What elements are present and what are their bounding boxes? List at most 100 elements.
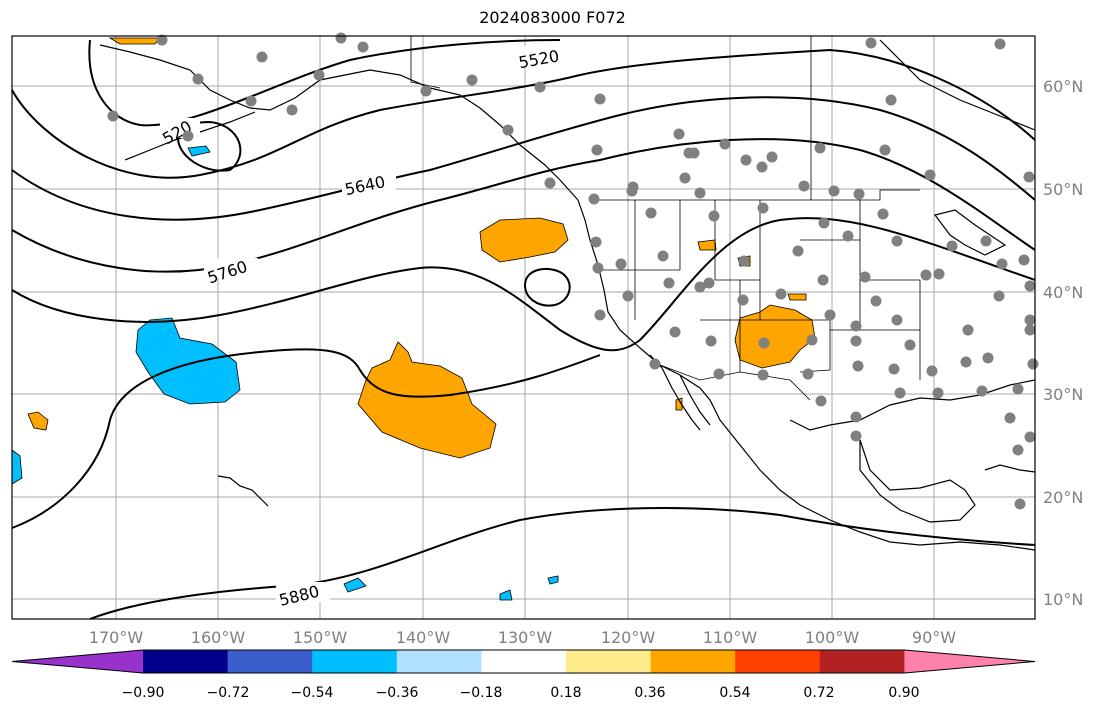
lon-label: 100°W <box>805 628 860 647</box>
station-dot <box>850 430 862 442</box>
lat-label: 40°N <box>1043 283 1083 302</box>
station-dot <box>703 277 715 289</box>
station-dot <box>679 172 691 184</box>
station-dot <box>852 360 864 372</box>
contour-line <box>11 96 1036 221</box>
station-dot <box>657 250 669 262</box>
colorbar-tick: −0.54 <box>291 685 334 701</box>
station-dot <box>870 295 882 307</box>
station-dot <box>879 144 891 156</box>
station-dot <box>946 240 958 252</box>
station-dot <box>865 37 877 49</box>
height-contours <box>11 39 1036 620</box>
station-dot <box>994 38 1006 50</box>
station-dot <box>818 217 830 229</box>
colorbar-segment <box>566 650 652 673</box>
negative-anomaly-region <box>343 577 367 593</box>
station-dot <box>663 277 675 289</box>
station-dot <box>256 51 268 63</box>
station-dot <box>888 363 900 375</box>
station-dot <box>894 387 906 399</box>
negative-anomaly-region <box>187 145 211 157</box>
station-dot <box>924 169 936 181</box>
station-dot <box>817 274 829 286</box>
lat-label: 10°N <box>1043 590 1083 609</box>
station-dot <box>1018 254 1030 266</box>
station-dot <box>245 95 257 107</box>
colorbar-tick: 0.54 <box>719 685 750 701</box>
lat-label: 20°N <box>1043 488 1083 507</box>
station-dot <box>615 258 627 270</box>
station-dot <box>335 32 347 44</box>
station-dot <box>960 356 972 368</box>
station-dot <box>594 93 606 105</box>
station-dot <box>1014 498 1026 510</box>
station-dot <box>357 41 369 53</box>
contour-line <box>11 48 1036 179</box>
station-dot <box>850 320 862 332</box>
contour-labels: 5520 520 5640 5760 5880 <box>159 46 570 610</box>
colorbar-tick: 0.18 <box>550 685 581 701</box>
station-dot <box>590 236 602 248</box>
station-dot <box>1027 358 1039 370</box>
station-dot <box>850 411 862 423</box>
station-dot <box>708 210 720 222</box>
colorbar-segment <box>396 650 482 673</box>
station-dot <box>594 309 606 321</box>
colorbar-tick: −0.72 <box>207 685 250 701</box>
station-dot <box>996 258 1008 270</box>
station-dot <box>904 339 916 351</box>
station-dot <box>802 368 814 380</box>
station-dot <box>740 154 752 166</box>
colorbar-tick-labels: −0.90 −0.72 −0.54 −0.36 −0.18 0.18 0.36 … <box>122 685 920 701</box>
alaska-coast <box>99 44 561 181</box>
lat-label: 50°N <box>1043 180 1083 199</box>
station-dot <box>756 161 768 173</box>
station-dot <box>815 395 827 407</box>
station-dot <box>1012 444 1024 456</box>
colorbar-segment <box>819 650 905 673</box>
contour-line <box>11 348 601 529</box>
station-dot <box>828 185 840 197</box>
station-dot <box>891 314 903 326</box>
positive-anomaly-region <box>357 341 497 459</box>
station-dot <box>757 202 769 214</box>
station-dot <box>649 358 661 370</box>
colorbar-extend-low <box>12 650 143 673</box>
station-dot <box>182 130 194 142</box>
station-dot <box>859 271 871 283</box>
anomaly-fills <box>11 37 816 601</box>
colorbar-tick: −0.18 <box>460 685 503 701</box>
station-dot <box>798 180 810 192</box>
station-dot <box>705 335 717 347</box>
colorbar-outline <box>11 649 1036 674</box>
station-dot <box>853 188 865 200</box>
station-dot <box>891 235 903 247</box>
florida-cuba <box>984 464 1036 473</box>
negative-anomaly-region <box>547 575 559 585</box>
gulf-of-california <box>679 374 711 426</box>
positive-anomaly-region <box>108 37 161 45</box>
colorbar-extend-high <box>904 650 1035 673</box>
station-dot <box>980 235 992 247</box>
station-dot <box>713 368 725 380</box>
colorbar-segment <box>312 650 398 673</box>
station-dot <box>766 151 778 163</box>
lon-label: 170°W <box>89 628 144 647</box>
station-dot <box>192 73 204 85</box>
station-dot <box>792 245 804 257</box>
longitude-labels: 170°W 160°W 150°W 140°W 130°W 120°W 110°… <box>89 628 956 647</box>
colorbar-segment <box>481 650 567 673</box>
station-dot <box>885 94 897 106</box>
latitude-labels: 60°N 50°N 40°N 30°N 20°N 10°N <box>1043 77 1083 609</box>
station-dot <box>976 385 988 397</box>
station-dot <box>591 144 603 156</box>
station-dot <box>156 34 168 46</box>
observation-stations <box>107 32 1039 510</box>
station-dot <box>286 104 298 116</box>
station-dot <box>502 124 514 136</box>
colorbar-segment <box>650 650 736 673</box>
colorbar-segment <box>735 650 821 673</box>
station-dot <box>824 309 836 321</box>
station-dot <box>806 334 818 346</box>
